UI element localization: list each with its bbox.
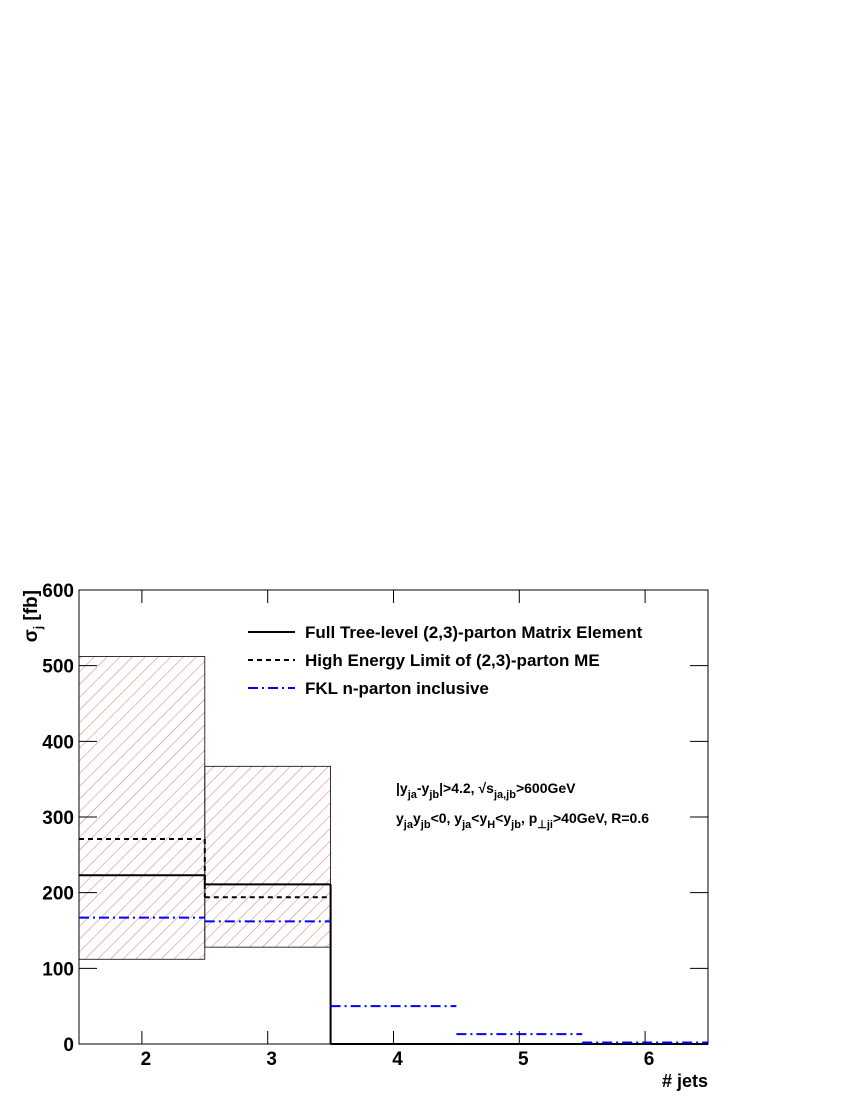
text-part: |y	[396, 780, 408, 796]
text-part: y	[413, 810, 421, 826]
legend-label: High Energy Limit of (2,3)-parton ME	[305, 651, 600, 670]
text-part: |>4.2, √s	[439, 780, 494, 796]
x-axis-label: # jets	[662, 1071, 708, 1091]
annotation: |yja-yjb|>4.2, √sja,jb>600GeV	[396, 780, 576, 801]
text-part: >40GeV, R=0.6	[553, 810, 649, 826]
subscript: j	[31, 626, 45, 630]
text-part: <y	[495, 810, 511, 826]
uncertainty-band	[204, 765, 332, 948]
y-tick-label: 600	[42, 581, 74, 602]
legend-label: Full Tree-level (2,3)-parton Matrix Elem…	[305, 623, 643, 642]
subscript: ja	[403, 819, 414, 831]
x-tick-label: 4	[392, 1049, 403, 1070]
subscript: ⊥ji	[537, 819, 553, 831]
annotation: yjayjb<0, yja<yH<yjb, p⊥ji>40GeV, R=0.6	[396, 810, 649, 831]
subscript: jb	[420, 819, 431, 831]
text-part: -y	[417, 780, 430, 796]
x-tick-label: 6	[644, 1049, 655, 1070]
subscript: jb	[428, 789, 439, 801]
text-part: <0, y	[431, 810, 463, 826]
text-part: σ	[21, 629, 42, 642]
x-tick-label: 2	[141, 1049, 152, 1070]
subscript: jb	[510, 819, 521, 831]
subscript: ja,jb	[493, 789, 516, 801]
y-tick-label: 400	[42, 732, 74, 753]
y-tick-label: 100	[42, 959, 74, 980]
y-axis-label: σj [fb]	[21, 590, 45, 642]
text-part: y	[396, 810, 404, 826]
text-part: <y	[471, 810, 487, 826]
y-tick-label: 300	[42, 808, 74, 829]
y-tick-label: 200	[42, 884, 74, 905]
subscript: ja	[407, 789, 418, 801]
text-part: >600GeV	[516, 780, 576, 796]
subscript: H	[487, 819, 495, 831]
text-part: , p	[521, 810, 537, 826]
uncertainty-band	[78, 656, 206, 960]
x-tick-label: 5	[518, 1049, 529, 1070]
y-tick-label: 500	[42, 657, 74, 678]
subscript: ja	[461, 819, 472, 831]
y-tick-label: 0	[63, 1035, 74, 1056]
legend-label: FKL n-parton inclusive	[305, 679, 489, 698]
x-tick-label: 3	[266, 1049, 277, 1070]
text-part: [fb]	[21, 590, 42, 626]
